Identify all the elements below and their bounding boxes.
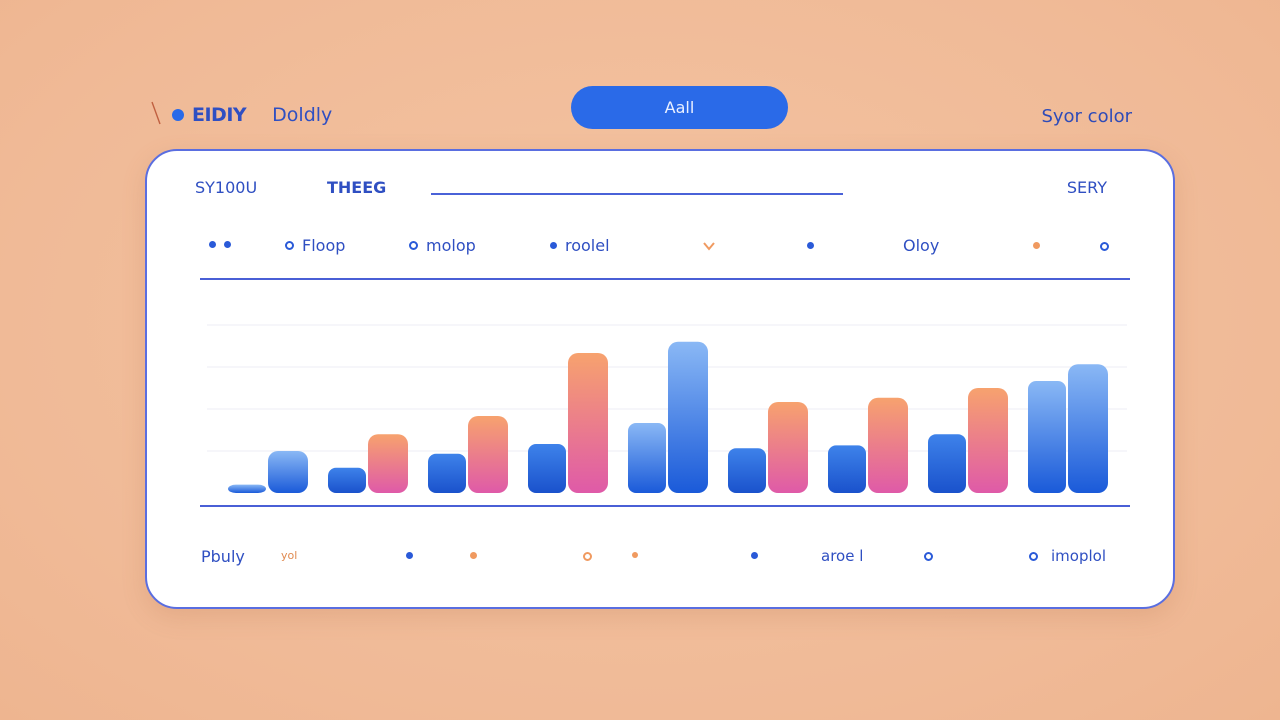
bar-series-2[interactable] (968, 388, 1008, 493)
footer-label: Pbuly (201, 547, 245, 566)
brand-group: EIDIY Doldly (172, 104, 332, 126)
card-right-label[interactable]: SERY (1066, 178, 1107, 197)
dot-icon (550, 242, 557, 249)
footer-item-b[interactable]: imoplol (1051, 547, 1106, 565)
x-axis-line (200, 505, 1130, 507)
ring-icon[interactable] (1100, 242, 1109, 251)
bar-series-1[interactable] (928, 434, 966, 493)
legend-item-roolel[interactable]: roolel (550, 236, 610, 255)
bar-series-2[interactable] (268, 451, 308, 493)
dot-icon (1033, 242, 1040, 249)
footer-small-text: yol (281, 549, 298, 562)
legend-item-molop[interactable]: molop (409, 236, 476, 255)
bar-chart: ooooooooooo (207, 324, 1127, 493)
legend-dots-icon (209, 241, 231, 248)
bar-series-2[interactable] (368, 434, 408, 493)
legend-label: Floop (302, 236, 346, 255)
dot-icon[interactable] (751, 552, 758, 559)
bar-series-1[interactable] (728, 448, 766, 493)
bar-series-1[interactable] (328, 467, 366, 493)
bar-series-2[interactable] (568, 353, 608, 493)
ring-icon (285, 241, 294, 250)
ring-icon (409, 241, 418, 250)
bar-series-2[interactable] (868, 397, 908, 493)
bar-series-2[interactable] (1068, 364, 1108, 493)
brand-subtitle: Doldly (272, 104, 333, 126)
bar-series-1[interactable] (228, 484, 266, 493)
bar-series-1[interactable] (1028, 381, 1066, 493)
card-header: SY100U THEEG SERY (147, 151, 1173, 211)
bar-series-1[interactable] (628, 423, 666, 493)
bar-series-2[interactable] (468, 416, 508, 493)
dot-icon (807, 242, 814, 249)
bar-series-2[interactable] (668, 341, 708, 493)
ring-icon[interactable] (1029, 552, 1038, 561)
dot-icon[interactable] (406, 552, 413, 559)
legend-item-oloy[interactable]: Oloy (903, 236, 939, 255)
tab-underline (431, 193, 843, 195)
bar-series-1[interactable] (528, 444, 566, 493)
card-left-label: SY100U (195, 178, 258, 197)
legend-label: roolel (565, 236, 610, 255)
legend-label: Oloy (903, 236, 940, 255)
brand-dot-icon (172, 109, 184, 121)
footer-item-a[interactable]: aroe l (821, 547, 864, 565)
dot-icon[interactable] (632, 552, 638, 558)
ring-icon[interactable] (583, 552, 592, 561)
legend-divider (200, 278, 1130, 280)
primary-action-button[interactable]: Aall (571, 86, 788, 129)
ring-icon[interactable] (924, 552, 933, 561)
brand-name: EIDIY (192, 104, 247, 126)
chart-footer: Pbuly yol aroe l imoplol (147, 541, 1173, 571)
legend-item-floop[interactable]: Floop (285, 236, 345, 255)
color-selector-link[interactable]: Syor color (1041, 106, 1132, 127)
chart-card: SY100U THEEG SERY Floop molop roolel Olo… (145, 149, 1175, 609)
legend: Floop molop roolel Oloy (207, 236, 1117, 260)
dot-icon[interactable] (470, 552, 477, 559)
card-tab[interactable]: THEEG (327, 178, 387, 197)
bar-series-1[interactable] (828, 445, 866, 493)
legend-label: molop (426, 236, 476, 255)
bar-series-2[interactable] (768, 402, 808, 493)
chevron-down-icon[interactable] (702, 240, 716, 252)
top-bar: EIDIY Doldly Aall Syor color (0, 0, 1280, 150)
bar-series-1[interactable] (428, 453, 466, 493)
slash-mark-icon (151, 101, 161, 125)
